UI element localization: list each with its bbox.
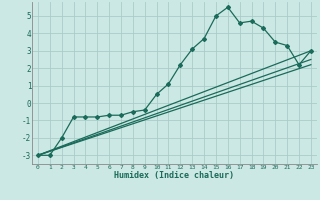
X-axis label: Humidex (Indice chaleur): Humidex (Indice chaleur) <box>115 171 234 180</box>
